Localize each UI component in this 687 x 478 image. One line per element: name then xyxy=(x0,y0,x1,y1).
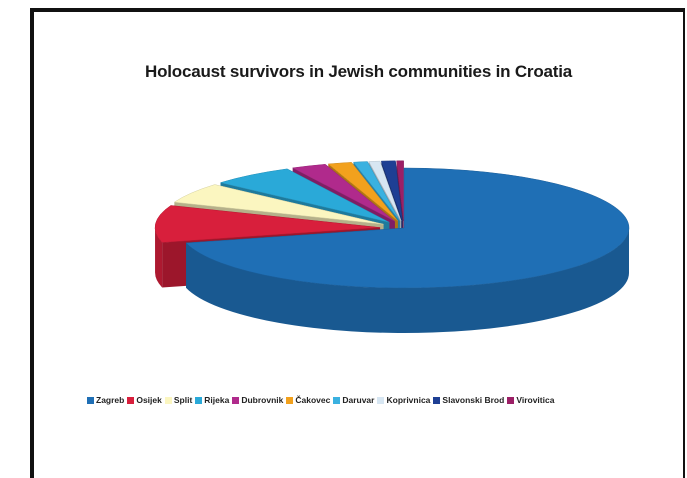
legend-swatch xyxy=(87,396,94,404)
legend-item: Slavonski Brod xyxy=(433,395,504,405)
legend-label: Dubrovnik xyxy=(241,395,284,405)
legend-label: Čakovec xyxy=(295,395,331,405)
pie-slice-side xyxy=(155,227,163,288)
pie-slice-top xyxy=(380,160,403,221)
pie-slice-top xyxy=(154,205,381,243)
legend-label: Slavonski Brod xyxy=(442,395,505,405)
legend-label: Split xyxy=(173,395,193,405)
pie-slice-top xyxy=(185,167,630,289)
legend-item: Osijek xyxy=(127,395,162,405)
legend-swatch xyxy=(333,396,341,404)
legend-item: Daruvar xyxy=(333,395,374,405)
legend-swatch xyxy=(232,396,240,404)
legend-label: Koprivnica xyxy=(386,395,431,405)
legend-item: Rijeka xyxy=(195,395,229,405)
chart-legend: Zagreb Osijek Split Rijeka Dubrovnik Čakovec D… xyxy=(87,395,557,405)
pie-slice-top xyxy=(219,168,390,223)
chart-title: Holocaust survivors in Jewish communitie… xyxy=(145,62,572,81)
pie-slice-top xyxy=(327,162,399,222)
pie-slice-side xyxy=(186,228,629,333)
legend-item: Virovitica xyxy=(507,395,554,405)
legend-swatch xyxy=(127,396,135,404)
legend-swatch xyxy=(433,396,441,404)
pie-slice-top xyxy=(173,184,384,225)
legend-label: Virovitica xyxy=(516,395,555,405)
pie-slice-top xyxy=(396,160,404,221)
legend-swatch xyxy=(286,396,294,404)
legend-item: Dubrovnik xyxy=(232,395,283,405)
legend-item: Koprivnica xyxy=(377,395,430,405)
pie-slice-top xyxy=(368,160,402,221)
legend-label: Zagreb xyxy=(96,395,125,405)
legend-swatch xyxy=(164,396,172,404)
legend-item: Čakovec xyxy=(286,395,330,405)
pie-chart xyxy=(154,160,630,333)
pie-slice-top xyxy=(291,164,395,222)
pie-slice-top xyxy=(352,161,401,222)
legend-label: Osijek xyxy=(136,395,162,405)
legend-swatch xyxy=(377,396,385,404)
pie-slice-zagreb xyxy=(185,167,630,333)
legend-label: Rijeka xyxy=(204,395,230,405)
legend-swatch xyxy=(507,396,515,404)
legend-label: Daruvar xyxy=(342,395,375,405)
legend-item: Zagreb xyxy=(87,395,124,405)
legend-swatch xyxy=(195,396,203,404)
legend-item: Split xyxy=(164,395,193,405)
